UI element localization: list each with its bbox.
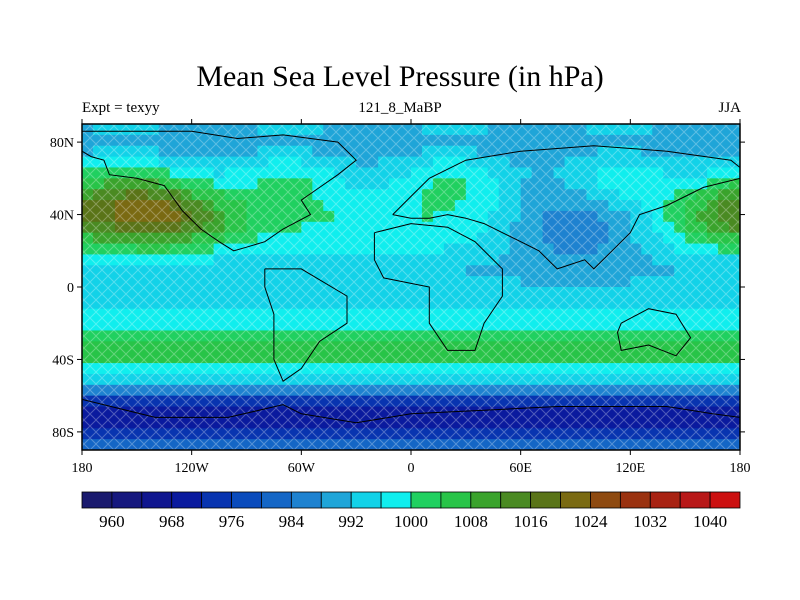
lon-tick-label: 120E (616, 461, 646, 476)
colorbar-label: 1008 (454, 512, 488, 531)
colorbar-box (649, 491, 681, 509)
lon-tick-label: 60E (509, 461, 532, 476)
coastline (264, 268, 348, 382)
lon-tick-label: 180 (730, 461, 751, 476)
hatch-overlay (82, 124, 740, 450)
map-title: Mean Sea Level Pressure (in hPa) (196, 60, 604, 93)
colorbar-box (141, 491, 173, 509)
colorbar-label: 960 (99, 512, 125, 531)
colorbar-label: 1000 (394, 512, 428, 531)
colorbar-label: 1032 (633, 512, 667, 531)
colorbar-box (410, 491, 442, 509)
axis-ticks: 180 120W 60W 0 60E 120E 180 80N 40N 0 40S 80S (50, 119, 751, 476)
colorbar-box (560, 491, 591, 509)
colorbar-box (530, 491, 561, 509)
colorbar-label: 968 (159, 512, 185, 531)
lon-tick-label: 0 (408, 461, 415, 476)
coastline (373, 223, 503, 351)
time-label: 121_8_MaBP (358, 100, 442, 116)
lat-tick-label: 40N (50, 209, 74, 224)
colorbar-box (350, 491, 382, 509)
colorbar-label: 1016 (514, 512, 548, 531)
colorbar-box (590, 491, 621, 509)
coastline (82, 130, 357, 252)
season-label: JJA (718, 100, 741, 116)
colorbar-box (171, 491, 203, 509)
coastlines (82, 130, 740, 424)
lon-tick-label: 60W (288, 461, 316, 476)
colorbar-box (261, 491, 292, 509)
colorbar-label: 976 (219, 512, 245, 531)
colorbar-box (231, 491, 262, 509)
colorbar-box (111, 491, 143, 509)
colorbar-box (500, 491, 532, 509)
colorbar-box (380, 491, 412, 509)
lat-tick-label: 0 (67, 281, 74, 296)
colorbar-box (290, 491, 322, 509)
colorbar-box (201, 491, 232, 509)
lon-tick-label: 180 (72, 461, 93, 476)
colorbar-label: 992 (338, 512, 364, 531)
coastline (82, 398, 740, 424)
colorbar-box (320, 491, 352, 509)
lon-tick-label: 120W (175, 461, 210, 476)
colorbar-box (709, 491, 741, 509)
coastline (616, 308, 692, 357)
colorbar-box (440, 491, 472, 509)
colorbar-box (679, 491, 711, 509)
lat-tick-label: 80N (50, 136, 74, 151)
colorbar-label: 984 (279, 512, 305, 531)
colorbar: 960 968 976 984 992 1000 1008 1016 1024 1032 1040 (81, 491, 741, 531)
coastline (392, 145, 740, 270)
colorbar-label: 1024 (573, 512, 608, 531)
lat-tick-label: 80S (52, 426, 74, 441)
colorbar-box (81, 491, 113, 509)
colorbar-box (470, 491, 502, 509)
lat-tick-label: 40S (52, 353, 74, 368)
colorbar-label: 1040 (693, 512, 727, 531)
experiment-label: Expt = texyy (82, 100, 160, 116)
colorbar-box (619, 491, 651, 509)
